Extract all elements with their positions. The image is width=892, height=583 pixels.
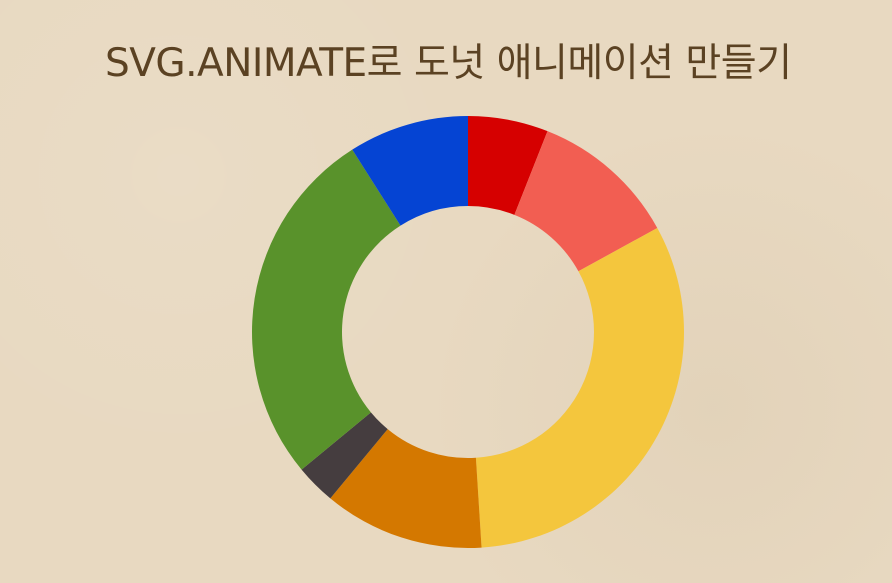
donut-slice-2 <box>514 131 658 272</box>
donut-slice-6 <box>251 149 401 470</box>
donut-slice-5 <box>301 412 388 499</box>
donut-slice-3 <box>475 227 684 548</box>
donut-slice-1 <box>468 116 548 215</box>
donut-slice-4 <box>330 429 482 548</box>
donut-slices <box>251 116 684 548</box>
donut-slice-7 <box>352 116 468 226</box>
page-title: SVG.ANIMATE로 도넛 애니메이션 만들기 <box>105 41 792 86</box>
